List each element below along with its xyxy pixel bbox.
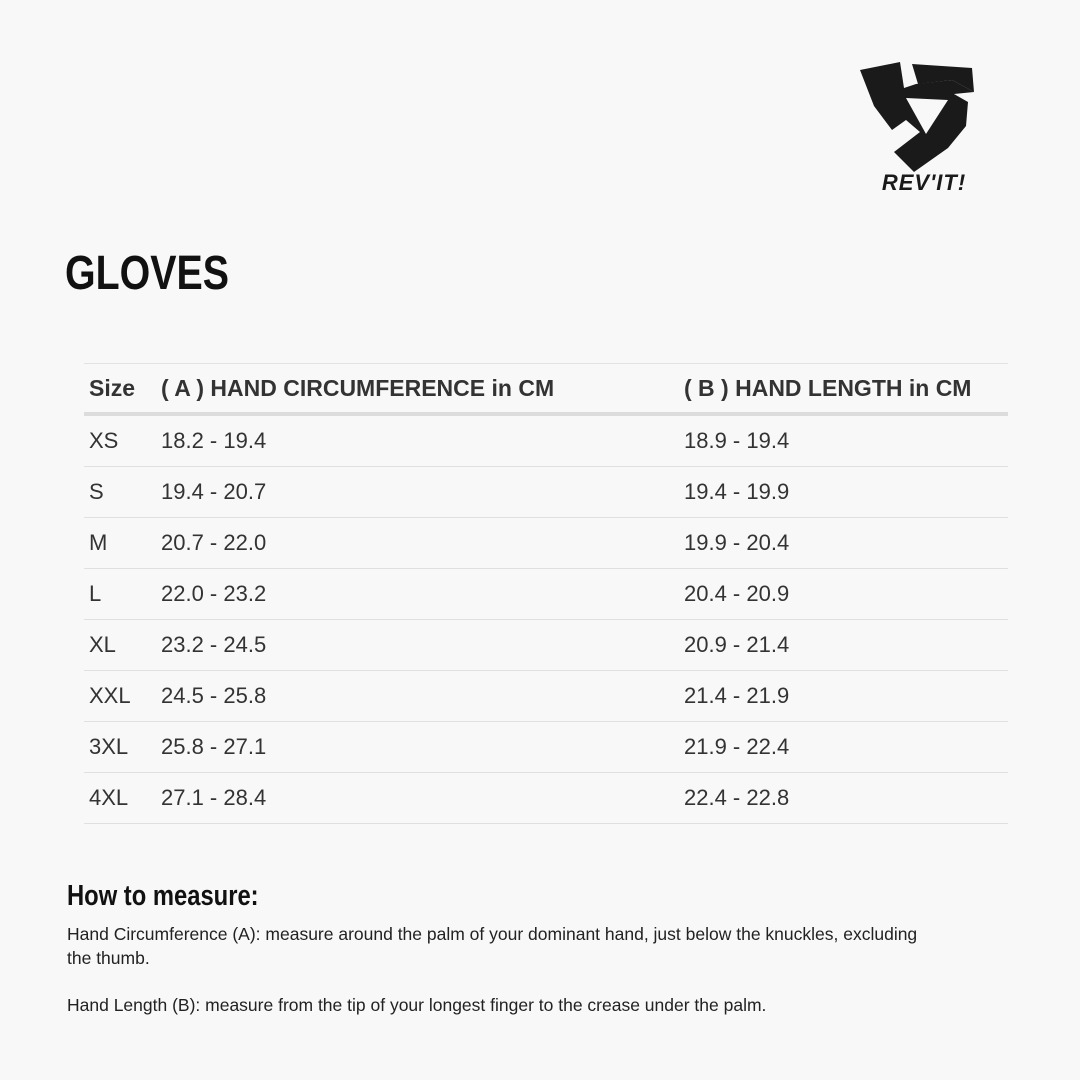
header-length: ( B ) HAND LENGTH in CM: [684, 363, 1008, 416]
cell-circumference: 25.8 - 27.1: [161, 721, 684, 773]
table-row: XS 18.2 - 19.4 18.9 - 19.4: [84, 414, 1008, 467]
table-row: L 22.0 - 23.2 20.4 - 20.9: [84, 568, 1008, 620]
cell-length: 21.4 - 21.9: [684, 670, 1008, 722]
cell-length: 18.9 - 19.4: [684, 414, 1008, 467]
logo-wordmark: REV'IT!: [882, 170, 966, 195]
cell-circumference: 20.7 - 22.0: [161, 517, 684, 569]
cell-length: 20.9 - 21.4: [684, 619, 1008, 671]
cell-circumference: 22.0 - 23.2: [161, 568, 684, 620]
table-row: 3XL 25.8 - 27.1 21.9 - 22.4: [84, 721, 1008, 773]
table-row: 4XL 27.1 - 28.4 22.4 - 22.8: [84, 772, 1008, 824]
cell-circumference: 19.4 - 20.7: [161, 466, 684, 518]
table-row: S 19.4 - 20.7 19.4 - 19.9: [84, 466, 1008, 518]
cell-size: XL: [84, 619, 161, 671]
cell-size: XS: [84, 414, 161, 467]
table-row: XL 23.2 - 24.5 20.9 - 21.4: [84, 619, 1008, 671]
cell-size: 3XL: [84, 721, 161, 773]
circumference-instructions: Hand Circumference (A): measure around t…: [67, 924, 918, 968]
cell-circumference: 24.5 - 25.8: [161, 670, 684, 722]
page-title: GLOVES: [65, 247, 230, 300]
how-to-measure-heading: How to measure:: [67, 880, 259, 912]
revit-logo: REV'IT!: [856, 58, 992, 198]
cell-length: 19.4 - 19.9: [684, 466, 1008, 518]
cell-size: 4XL: [84, 772, 161, 824]
size-table: Size ( A ) HAND CIRCUMFERENCE in CM ( B …: [84, 363, 1008, 824]
header-size: Size: [84, 363, 161, 416]
cell-length: 21.9 - 22.4: [684, 721, 1008, 773]
length-instructions: Hand Length (B): measure from the tip of…: [67, 995, 767, 1015]
cell-circumference: 18.2 - 19.4: [161, 414, 684, 467]
cell-size: M: [84, 517, 161, 569]
cell-length: 19.9 - 20.4: [684, 517, 1008, 569]
cell-circumference: 27.1 - 28.4: [161, 772, 684, 824]
cell-length: 22.4 - 22.8: [684, 772, 1008, 824]
cell-size: L: [84, 568, 161, 620]
header-circumference: ( A ) HAND CIRCUMFERENCE in CM: [161, 363, 684, 416]
cell-circumference: 23.2 - 24.5: [161, 619, 684, 671]
cell-size: XXL: [84, 670, 161, 722]
table-header-row: Size ( A ) HAND CIRCUMFERENCE in CM ( B …: [84, 363, 1008, 416]
table-row: M 20.7 - 22.0 19.9 - 20.4: [84, 517, 1008, 569]
cell-length: 20.4 - 20.9: [684, 568, 1008, 620]
table-row: XXL 24.5 - 25.8 21.4 - 21.9: [84, 670, 1008, 722]
cell-size: S: [84, 466, 161, 518]
